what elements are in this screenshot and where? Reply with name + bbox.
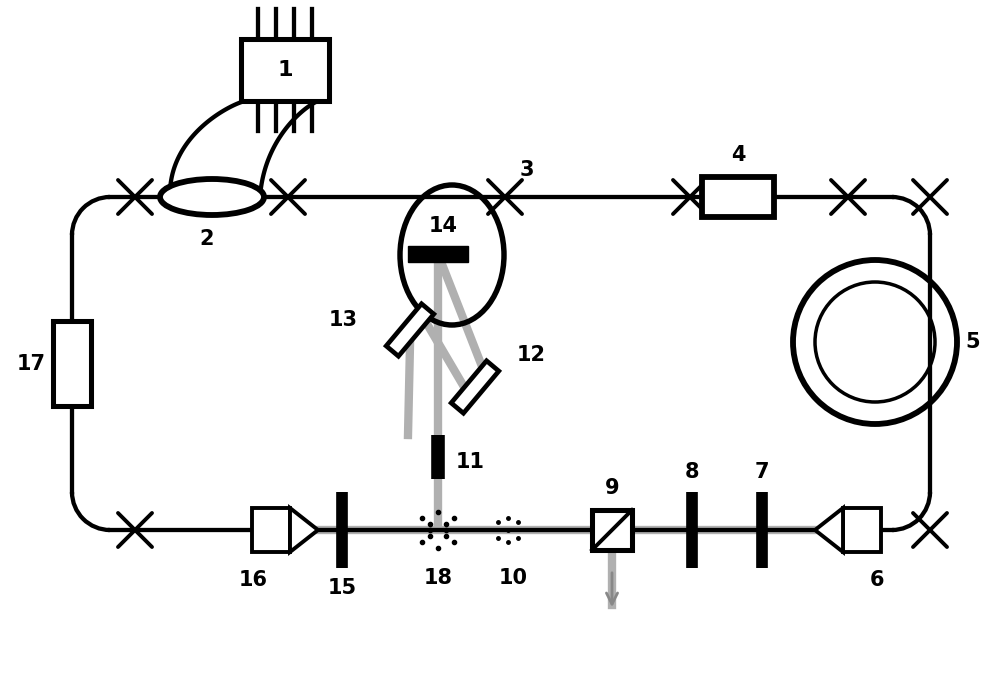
Text: 7: 7 (755, 462, 769, 482)
Bar (592, 510, 632, 550)
Bar (843, 508, 881, 552)
Text: 14: 14 (428, 216, 458, 236)
Text: 4: 4 (731, 145, 745, 165)
Bar (241, 39, 329, 101)
Text: 1: 1 (277, 60, 293, 80)
Polygon shape (290, 508, 318, 552)
Text: 16: 16 (239, 570, 268, 590)
Text: 18: 18 (424, 568, 452, 588)
Text: 9: 9 (605, 478, 619, 498)
Bar (702, 177, 774, 217)
Text: 10: 10 (498, 568, 528, 588)
Text: 3: 3 (520, 160, 534, 180)
Text: 13: 13 (329, 310, 358, 330)
Text: 5: 5 (965, 332, 980, 352)
Text: 12: 12 (517, 345, 546, 365)
Bar (408, 246, 468, 262)
Polygon shape (386, 304, 434, 356)
Bar (252, 508, 290, 552)
Ellipse shape (160, 179, 264, 215)
Text: 2: 2 (200, 229, 214, 249)
Polygon shape (451, 361, 499, 413)
Bar (53, 322, 91, 406)
Text: 17: 17 (17, 354, 46, 374)
Text: 11: 11 (456, 452, 485, 472)
Text: 6: 6 (870, 570, 884, 590)
Polygon shape (815, 508, 843, 552)
Text: 15: 15 (327, 578, 357, 598)
Text: 8: 8 (685, 462, 699, 482)
